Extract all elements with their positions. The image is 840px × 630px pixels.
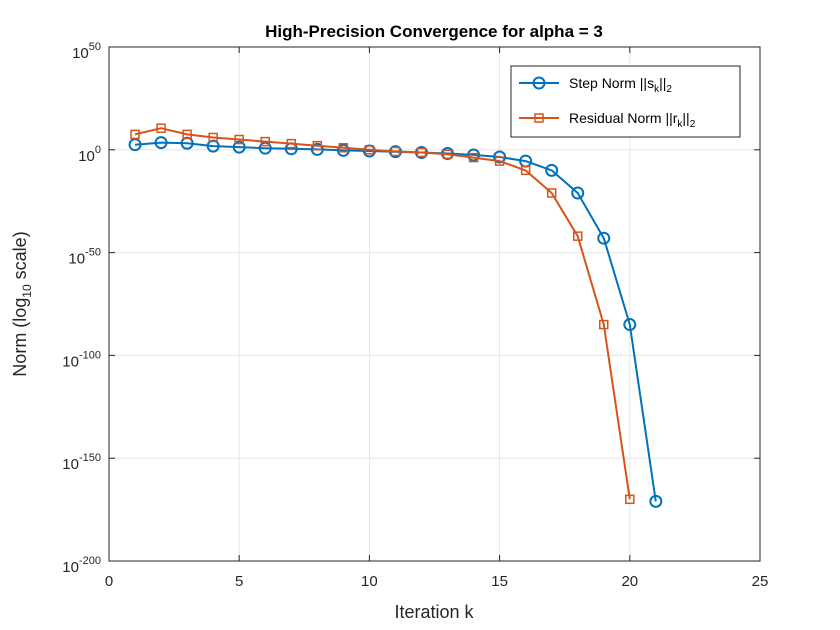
legend-marker-residual-norm	[534, 113, 544, 123]
data-point-step-norm	[258, 141, 272, 155]
y-axis-label-prefix: Norm (log	[10, 298, 30, 377]
data-point-residual-norm	[156, 123, 166, 133]
y-axis-label-suffix: scale)	[10, 231, 30, 284]
legend-residual-prefix: Residual Norm ||r	[569, 110, 678, 126]
data-point-step-norm	[571, 186, 585, 200]
data-point-residual-norm	[364, 145, 375, 155]
data-point-step-norm	[206, 139, 220, 153]
y-tick-label: 10-50	[68, 247, 101, 268]
chart-title: High-Precision Convergence for alpha = 3	[265, 22, 603, 41]
legend-marker-step-norm	[532, 76, 546, 90]
y-tick-label: 100	[78, 144, 101, 165]
data-point-step-norm	[128, 138, 142, 152]
data-point-residual-norm	[208, 132, 218, 143]
data-point-step-norm	[467, 148, 481, 162]
legend-step-sub: k	[654, 84, 660, 95]
legend-label-step-norm: Step Norm ||sk||2	[569, 75, 672, 95]
data-point-residual-norm	[416, 147, 427, 158]
y-tick-label: 10-100	[62, 349, 101, 370]
data-point-residual-norm	[260, 136, 270, 147]
data-point-step-norm	[623, 318, 637, 332]
data-point-residual-norm	[572, 231, 583, 241]
data-point-residual-norm	[625, 494, 635, 505]
data-point-residual-norm	[520, 165, 531, 176]
data-point-step-norm	[545, 163, 559, 177]
legend-step-prefix: Step Norm ||s	[569, 75, 654, 91]
legend-residual-mid: ||	[682, 110, 689, 126]
data-point-residual-norm	[312, 140, 323, 151]
x-tick-label: 25	[752, 573, 769, 590]
y-axis-label-sub: 10	[20, 284, 34, 298]
data-point-step-norm	[310, 142, 324, 156]
data-point-residual-norm	[390, 146, 401, 157]
legend-box	[510, 65, 741, 138]
x-tick-label: 20	[621, 573, 638, 590]
legend: Step Norm ||sk||2 Residual Norm ||rk||2	[510, 65, 741, 138]
series-layer	[128, 123, 663, 508]
y-tick-label: 1050	[72, 41, 101, 62]
data-point-step-norm	[232, 140, 246, 154]
x-axis-label: Iteration k	[394, 602, 474, 622]
legend-step-mid: ||	[659, 75, 666, 91]
data-point-residual-norm	[599, 319, 609, 330]
x-tick-label: 0	[105, 573, 113, 590]
y-axis-label: Norm (log10 scale)	[10, 231, 34, 376]
data-point-step-norm	[154, 136, 168, 150]
data-point-residual-norm	[494, 156, 505, 166]
x-tick-label: 10	[361, 573, 378, 590]
data-point-step-norm	[336, 143, 350, 157]
x-tick-labels: 0 5 10 15 20 25	[105, 573, 769, 590]
data-point-residual-norm	[338, 142, 349, 153]
data-point-step-norm	[597, 231, 611, 245]
plot-frame	[108, 46, 761, 562]
data-point-residual-norm	[286, 138, 297, 149]
legend-step-sub2: 2	[666, 84, 672, 95]
data-point-residual-norm	[130, 129, 140, 140]
y-tick-label: 10-150	[62, 452, 101, 473]
legend-residual-sub2: 2	[690, 119, 696, 130]
data-point-residual-norm	[234, 134, 244, 145]
data-point-residual-norm	[468, 152, 479, 163]
legend-residual-sub: k	[677, 119, 683, 130]
data-point-step-norm	[649, 494, 663, 508]
y-tick-labels: 1050 100 10-50 10-100 10-150 10-200	[62, 41, 101, 576]
tick-marks	[108, 46, 761, 562]
x-tick-label: 15	[491, 573, 508, 590]
data-point-residual-norm	[182, 129, 192, 140]
x-tick-label: 5	[235, 573, 243, 590]
data-point-step-norm	[493, 150, 507, 164]
legend-label-residual-norm: Residual Norm ||rk||2	[569, 110, 696, 130]
data-point-residual-norm	[442, 149, 453, 160]
y-tick-label: 10-200	[62, 555, 101, 576]
data-point-residual-norm	[546, 188, 557, 198]
